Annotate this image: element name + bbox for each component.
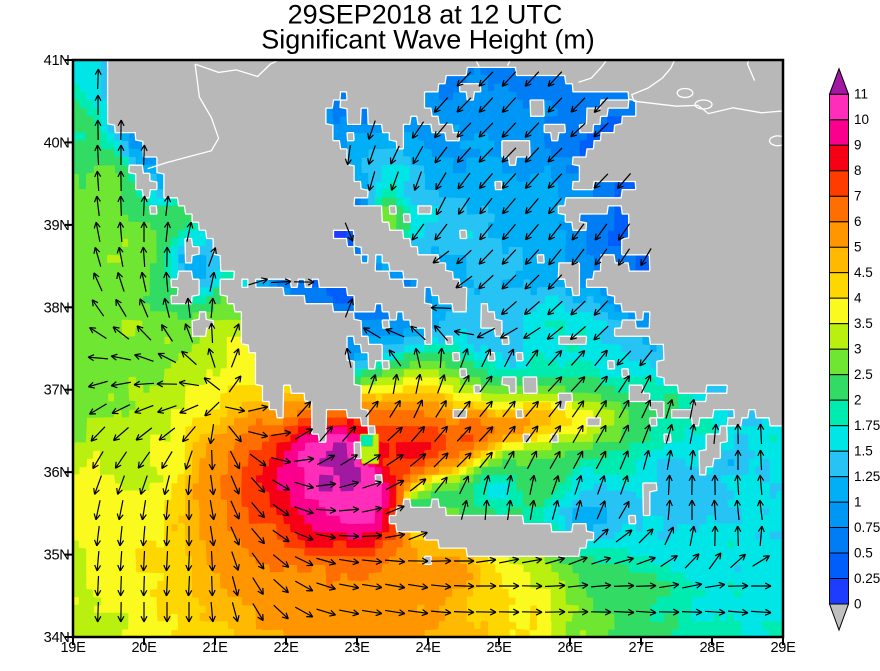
svg-text:8: 8 <box>854 163 862 178</box>
svg-text:35N: 35N <box>44 548 70 564</box>
svg-text:0.75: 0.75 <box>854 520 880 535</box>
svg-text:23E: 23E <box>344 640 370 656</box>
svg-text:26E: 26E <box>557 640 583 656</box>
svg-text:38N: 38N <box>44 300 70 316</box>
svg-text:1.5: 1.5 <box>854 444 873 459</box>
svg-text:40N: 40N <box>44 135 70 151</box>
svg-text:2.5: 2.5 <box>854 367 873 382</box>
svg-text:34N: 34N <box>44 630 70 646</box>
svg-text:11: 11 <box>854 87 868 102</box>
svg-text:36N: 36N <box>44 465 70 481</box>
svg-text:10: 10 <box>854 112 869 127</box>
svg-text:0.5: 0.5 <box>854 546 873 561</box>
svg-text:39N: 39N <box>44 218 70 234</box>
svg-text:2: 2 <box>854 393 862 408</box>
svg-text:21E: 21E <box>202 640 228 656</box>
svg-text:25E: 25E <box>486 640 512 656</box>
svg-text:41N: 41N <box>44 53 70 69</box>
svg-text:27E: 27E <box>628 640 654 656</box>
svg-text:6: 6 <box>854 214 862 229</box>
svg-text:1.75: 1.75 <box>854 418 880 433</box>
svg-text:29SEP2018 at 12 UTC: 29SEP2018 at 12 UTC <box>288 0 563 30</box>
svg-text:5: 5 <box>854 240 862 255</box>
svg-text:37N: 37N <box>44 383 70 399</box>
svg-text:19E: 19E <box>60 640 86 656</box>
svg-text:29E: 29E <box>770 640 796 656</box>
svg-text:3.5: 3.5 <box>854 316 873 331</box>
svg-text:3: 3 <box>854 342 862 357</box>
svg-text:22E: 22E <box>273 640 299 656</box>
svg-text:4.5: 4.5 <box>854 265 873 280</box>
svg-text:20E: 20E <box>131 640 157 656</box>
svg-text:9: 9 <box>854 138 862 153</box>
svg-text:7: 7 <box>854 189 862 204</box>
svg-text:0: 0 <box>854 597 862 612</box>
svg-text:1.25: 1.25 <box>854 469 880 484</box>
svg-text:28E: 28E <box>699 640 725 656</box>
svg-text:1: 1 <box>854 495 862 510</box>
svg-text:Significant Wave Height (m): Significant Wave Height (m) <box>261 25 595 55</box>
svg-text:4: 4 <box>854 291 862 306</box>
svg-text:0.25: 0.25 <box>854 571 880 586</box>
svg-text:24E: 24E <box>415 640 441 656</box>
